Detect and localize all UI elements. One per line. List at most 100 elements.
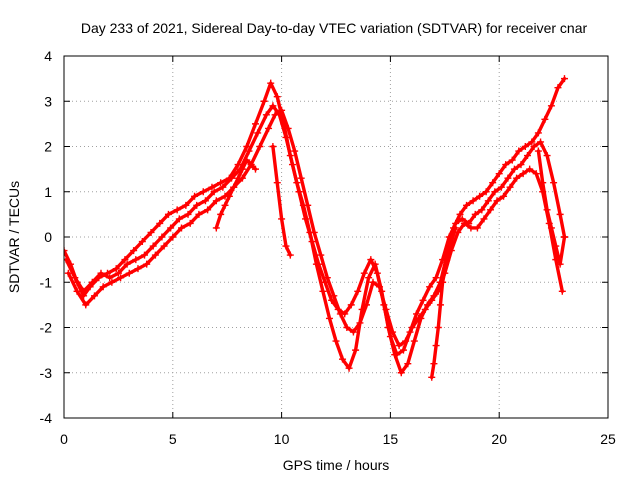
data-point-marker xyxy=(251,120,259,128)
data-point-marker xyxy=(356,319,364,327)
data-point-marker xyxy=(523,152,531,160)
data-point-marker xyxy=(82,301,90,309)
data-point-marker xyxy=(219,183,227,191)
data-point-marker xyxy=(504,174,512,182)
data-point-marker xyxy=(345,364,353,372)
data-point-marker xyxy=(271,111,279,119)
data-point-marker xyxy=(443,256,451,264)
data-point-marker xyxy=(336,310,344,318)
data-point-marker xyxy=(554,84,562,92)
data-point-marker xyxy=(297,174,305,182)
data-point-marker xyxy=(208,183,216,191)
data-point-marker xyxy=(273,179,281,187)
data-point-marker xyxy=(352,346,360,354)
data-point-marker xyxy=(201,197,209,205)
data-point-marker xyxy=(243,143,251,150)
data-point-marker xyxy=(550,179,558,187)
data-point-marker xyxy=(254,129,262,137)
x-tick-label: 20 xyxy=(491,431,507,447)
data-point-marker xyxy=(317,251,325,259)
data-point-marker xyxy=(134,265,142,273)
data-point-marker xyxy=(408,324,416,331)
data-point-marker xyxy=(362,301,370,309)
data-point-marker xyxy=(510,165,518,173)
x-tick-label: 10 xyxy=(274,431,290,447)
data-point-marker xyxy=(106,274,114,282)
data-point-marker xyxy=(547,224,555,232)
data-point-marker xyxy=(415,314,423,322)
data-point-marker xyxy=(217,210,225,218)
data-point-marker xyxy=(212,197,220,205)
data-point-marker xyxy=(541,115,549,123)
plot-area xyxy=(64,75,568,381)
x-tick-label: 15 xyxy=(383,431,399,447)
data-point-marker xyxy=(151,251,159,259)
data-point-marker xyxy=(160,242,168,250)
data-point-marker xyxy=(99,283,107,291)
data-point-marker xyxy=(399,346,407,354)
data-point-marker xyxy=(138,238,146,246)
data-point-marker xyxy=(530,143,538,150)
data-point-marker xyxy=(500,192,508,200)
data-point-marker xyxy=(543,152,551,160)
data-point-marker xyxy=(80,287,88,295)
data-point-marker xyxy=(97,269,105,277)
data-point-marker xyxy=(323,274,331,282)
data-point-marker xyxy=(397,369,405,377)
data-point-marker xyxy=(228,174,236,182)
data-point-marker xyxy=(71,274,79,282)
data-point-marker xyxy=(491,188,499,196)
data-point-marker xyxy=(234,174,242,182)
data-point-marker xyxy=(395,342,403,350)
y-axis-label: SDTVAR / TECUs xyxy=(6,181,22,293)
chart-title: Day 233 of 2021, Sidereal Day-to-day VTE… xyxy=(81,20,588,36)
data-point-marker xyxy=(486,206,494,214)
data-point-marker xyxy=(212,224,220,232)
data-point-marker xyxy=(73,287,81,295)
data-point-marker xyxy=(419,296,427,304)
data-point-marker xyxy=(463,201,471,209)
data-point-marker xyxy=(376,283,384,291)
data-point-marker xyxy=(560,75,568,83)
data-point-marker xyxy=(265,124,273,132)
data-point-marker xyxy=(117,274,125,282)
data-point-marker xyxy=(123,260,131,268)
data-point-marker xyxy=(108,278,116,286)
x-axis-label: GPS time / hours xyxy=(283,457,390,473)
data-point-marker xyxy=(191,192,199,200)
data-point-marker xyxy=(267,79,275,87)
data-point-marker xyxy=(347,301,355,309)
data-point-marker xyxy=(295,188,303,196)
data-point-marker xyxy=(245,147,253,155)
series-group xyxy=(64,75,568,381)
data-point-marker xyxy=(373,269,381,277)
x-tick-label: 5 xyxy=(169,431,177,447)
data-point-marker xyxy=(247,161,255,169)
data-point-marker xyxy=(175,215,183,223)
data-point-marker xyxy=(310,228,318,236)
data-point-marker xyxy=(112,265,120,273)
data-point-marker xyxy=(260,97,268,105)
data-point-marker xyxy=(456,210,464,218)
y-tick-label: 1 xyxy=(44,184,52,200)
y-tick-label: -4 xyxy=(40,410,53,426)
data-point-marker xyxy=(402,337,410,345)
data-point-marker xyxy=(256,143,264,150)
data-point-marker xyxy=(149,242,157,250)
data-point-marker xyxy=(480,215,488,223)
data-point-marker xyxy=(238,165,246,173)
data-point-marker xyxy=(489,179,497,187)
data-point-marker xyxy=(432,342,440,350)
data-point-marker xyxy=(262,111,270,119)
data-point-marker xyxy=(130,247,138,255)
data-point-marker xyxy=(132,256,140,264)
data-point-marker xyxy=(413,310,421,318)
data-point-marker xyxy=(325,314,333,322)
data-point-marker xyxy=(182,201,190,209)
data-point-marker xyxy=(195,210,203,218)
data-point-marker xyxy=(141,251,149,259)
data-point-marker xyxy=(436,301,444,309)
data-point-marker xyxy=(217,179,225,187)
data-point-marker xyxy=(360,269,368,277)
data-point-marker xyxy=(284,124,292,132)
